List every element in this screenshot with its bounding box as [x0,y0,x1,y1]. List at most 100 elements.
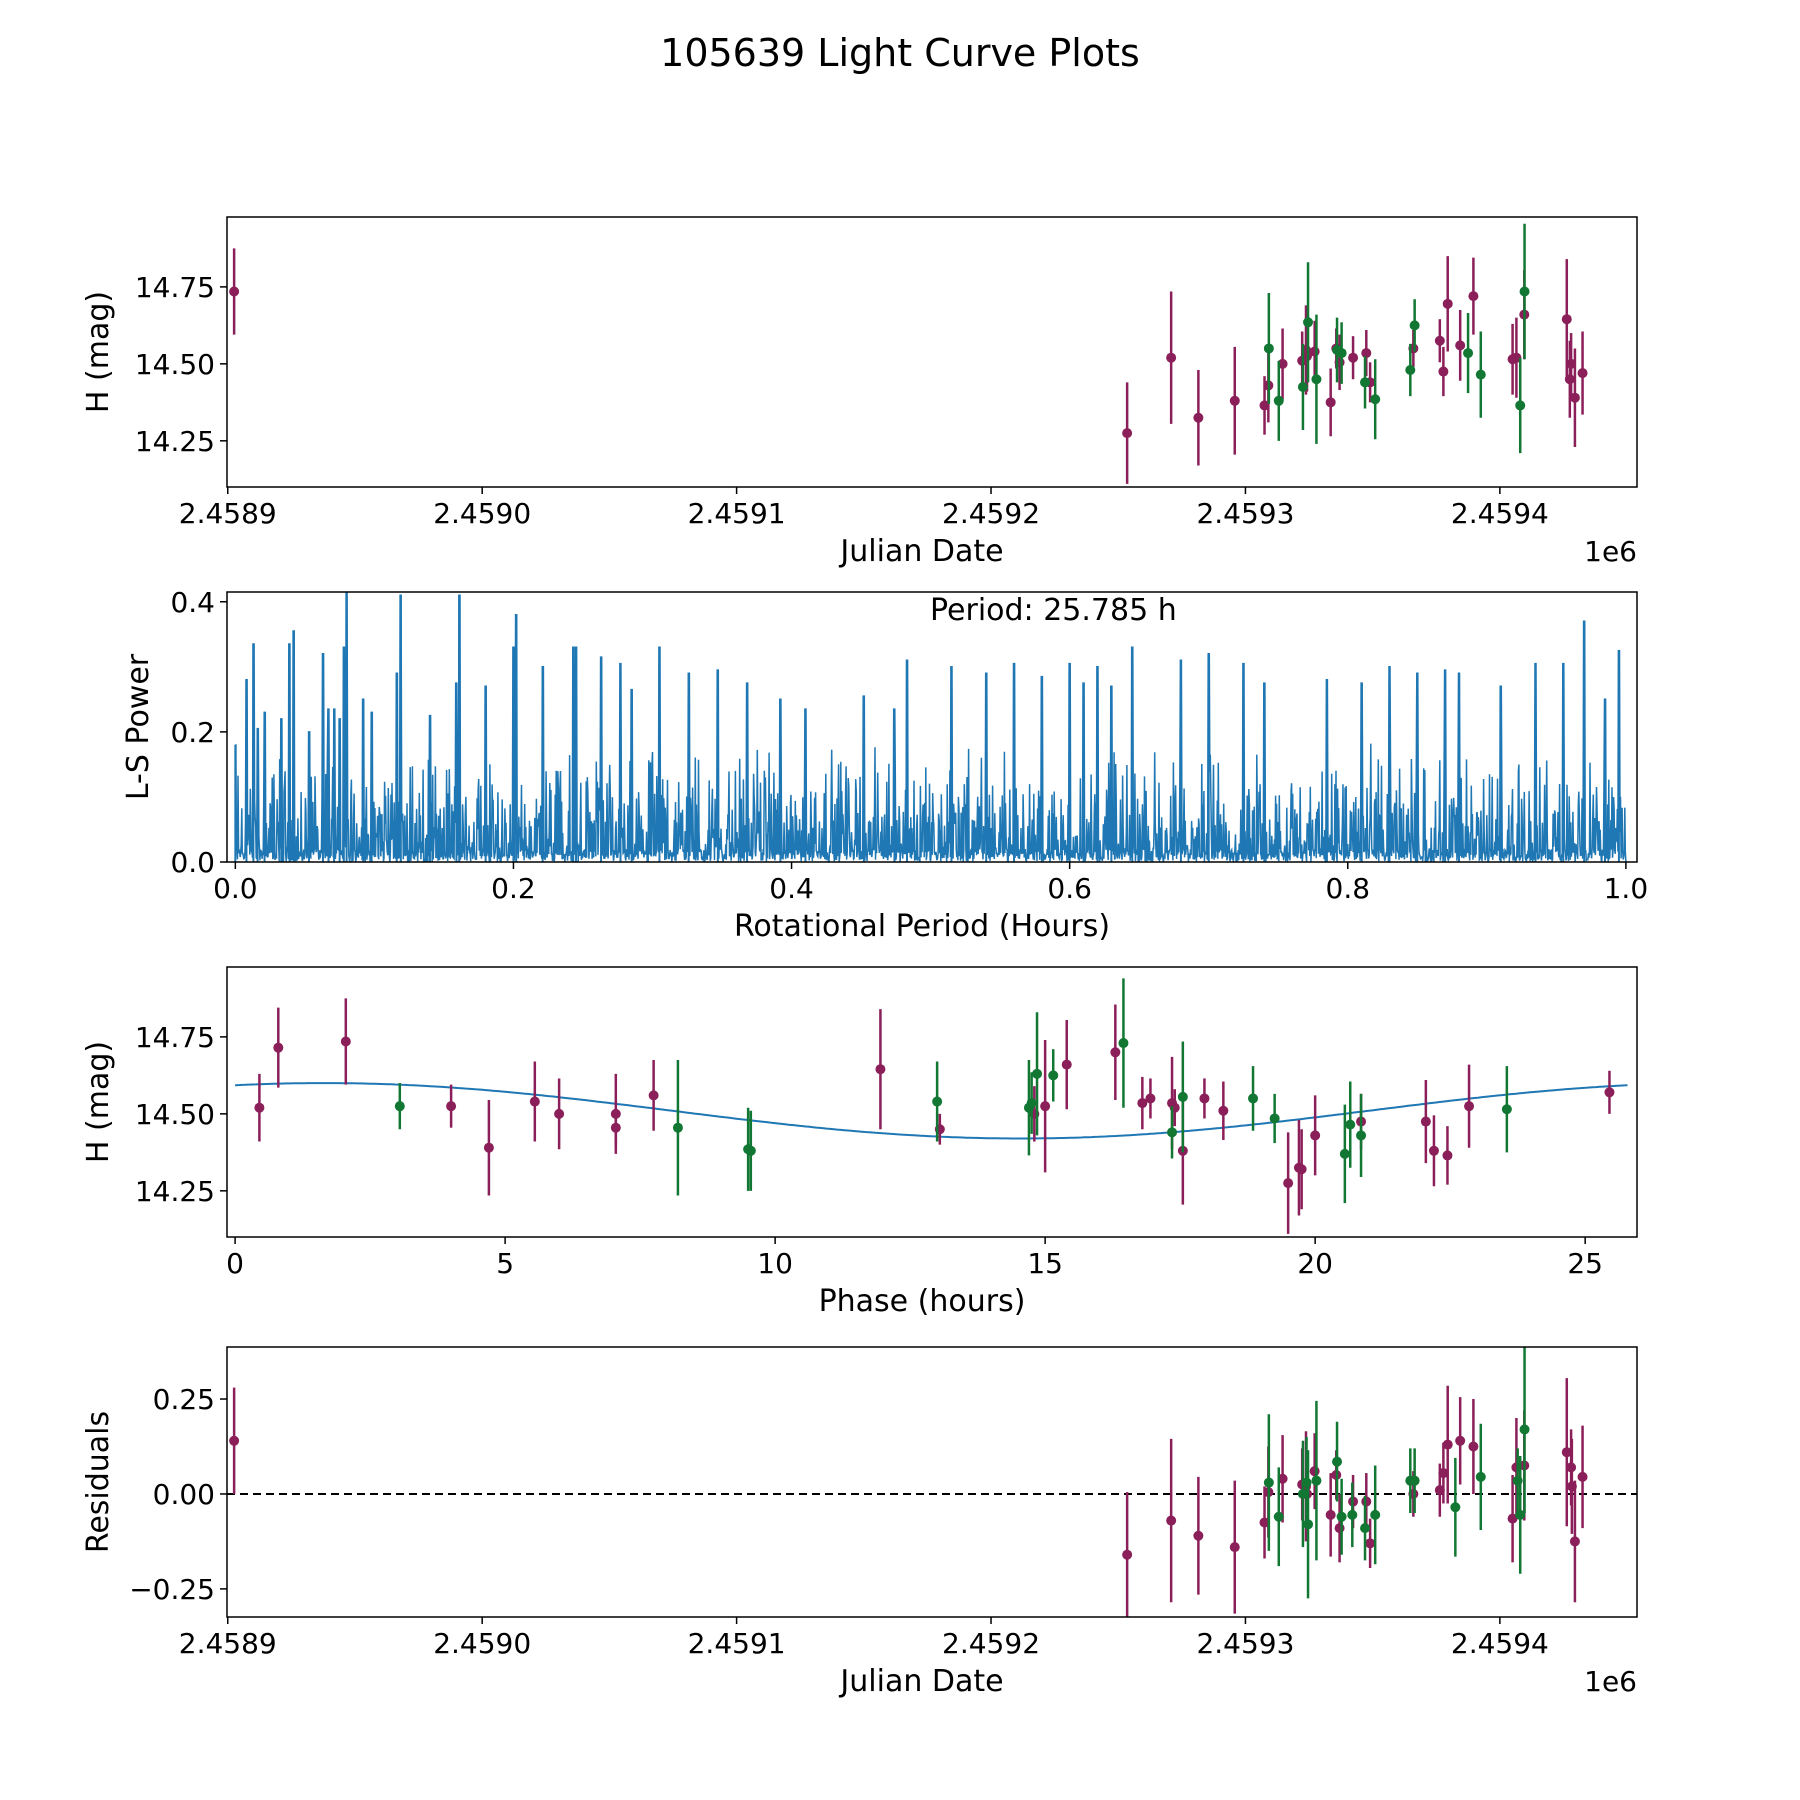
data-point [254,1102,265,1113]
x-tick-label: 2.4589 [179,497,277,530]
data-point [1177,1091,1188,1102]
data-point [1347,1509,1358,1520]
data-point [1348,352,1359,363]
data-point [1365,1538,1376,1549]
data-point [745,1145,756,1156]
data-point [1455,1435,1466,1446]
y-tick-label: 14.75 [135,271,215,304]
data-point [1468,291,1479,302]
data-point [1450,1502,1461,1513]
data-point [1434,335,1445,346]
data-point [529,1096,540,1107]
x-tick-label: 2.4592 [942,1627,1040,1660]
data-point [1259,1517,1270,1528]
series-filter-1 [254,998,1615,1234]
data-point [1310,1130,1321,1141]
data-point [1311,1475,1322,1486]
data-point [1339,1148,1350,1159]
data-point [1193,1530,1204,1541]
data-point [1277,1473,1288,1484]
x-tick-label: 15 [1027,1247,1063,1280]
data-point [1577,1471,1588,1482]
y-tick-label: 0.25 [153,1383,215,1416]
data-point [610,1122,621,1133]
data-point [1145,1093,1156,1104]
data-point [1370,394,1381,405]
series-filter-1 [229,1378,1588,1617]
data-point [1263,343,1274,354]
data-point [1356,1130,1367,1141]
data-point [1032,1068,1043,1079]
y-axis-label: H (mag) [81,1041,116,1163]
data-point [672,1122,683,1133]
data-point [1577,368,1588,379]
data-point [1303,1519,1314,1530]
data-point [1428,1145,1439,1156]
data-point [1515,400,1526,411]
data-point [1334,1523,1345,1534]
data-point [1297,381,1308,392]
y-tick-label: 0.00 [153,1478,215,1511]
x-tick-label: 0.0 [213,872,258,905]
data-point [554,1108,565,1119]
data-point [1345,1119,1356,1130]
data-point [1122,428,1133,439]
data-point [1361,348,1372,359]
x-axis-label: Julian Date [838,534,1003,569]
panel-residuals: 2.4589 2.4590 2.4591 2.4592 2.4593 2.4594 −0.2… [81,1346,1638,1699]
data-point [1569,392,1580,403]
data-point [1475,369,1486,380]
data-point [1283,1178,1294,1189]
series-filter-2 [1263,223,1530,454]
data-point [1442,1150,1453,1161]
plot-area [227,1347,1637,1617]
data-point [229,1435,240,1446]
data-point [1061,1059,1072,1070]
data-point [1229,395,1240,406]
axes-frame [226,591,1638,863]
data-point [1463,348,1474,359]
data-point [1048,1070,1059,1081]
data-point [1561,1447,1572,1458]
data-point [1405,365,1416,376]
data-point [1229,1542,1240,1553]
data-point [1273,1511,1284,1522]
data-point [1501,1104,1512,1115]
x-tick-label: 2.4594 [1451,497,1549,530]
data-point [875,1064,886,1075]
sinusoid-fit-line [235,1082,1628,1140]
data-point [1309,346,1320,357]
x-tick-label: 2.4594 [1451,1627,1549,1660]
data-point [1564,374,1575,385]
x-axis-label: Phase (hours) [819,1284,1026,1319]
data-point [1409,1475,1420,1486]
series-filter-1 [229,248,1588,484]
data-point [1137,1098,1148,1109]
data-point [1026,1098,1037,1109]
y-axis-label: H (mag) [81,291,116,413]
x-axis-label: Julian Date [838,1664,1003,1699]
x-tick-label: 2.4590 [433,1627,531,1660]
panel-periodogram: Period: 25.785 h 0.0 0.2 0.4 0.6 0.8 1.0 0.0 0.2… [121,586,1648,944]
y-tick-label: 14.75 [135,1021,215,1054]
data-point [1325,397,1336,408]
data-point [340,1036,351,1047]
data-point [1309,1466,1320,1477]
data-point [1301,1477,1312,1488]
x-tick-label: 20 [1297,1247,1333,1280]
data-point [1455,340,1466,351]
y-tick-label: 14.50 [135,348,215,381]
x-tick-label: 5 [496,1247,514,1280]
y-tick-label: −0.25 [129,1573,215,1606]
data-point [1420,1116,1431,1127]
data-point [1438,366,1449,377]
figure-title: 105639 Light Curve Plots [660,31,1140,75]
data-point [1519,1424,1530,1435]
series-filter-2 [394,978,1512,1204]
data-point [1110,1047,1121,1058]
data-point [1409,320,1420,331]
panel-phased: 0 5 10 15 20 25 14.25 14.50 14.75 Phase (hours) H … [81,966,1638,1319]
data-point [1468,1441,1479,1452]
data-point [229,286,240,297]
